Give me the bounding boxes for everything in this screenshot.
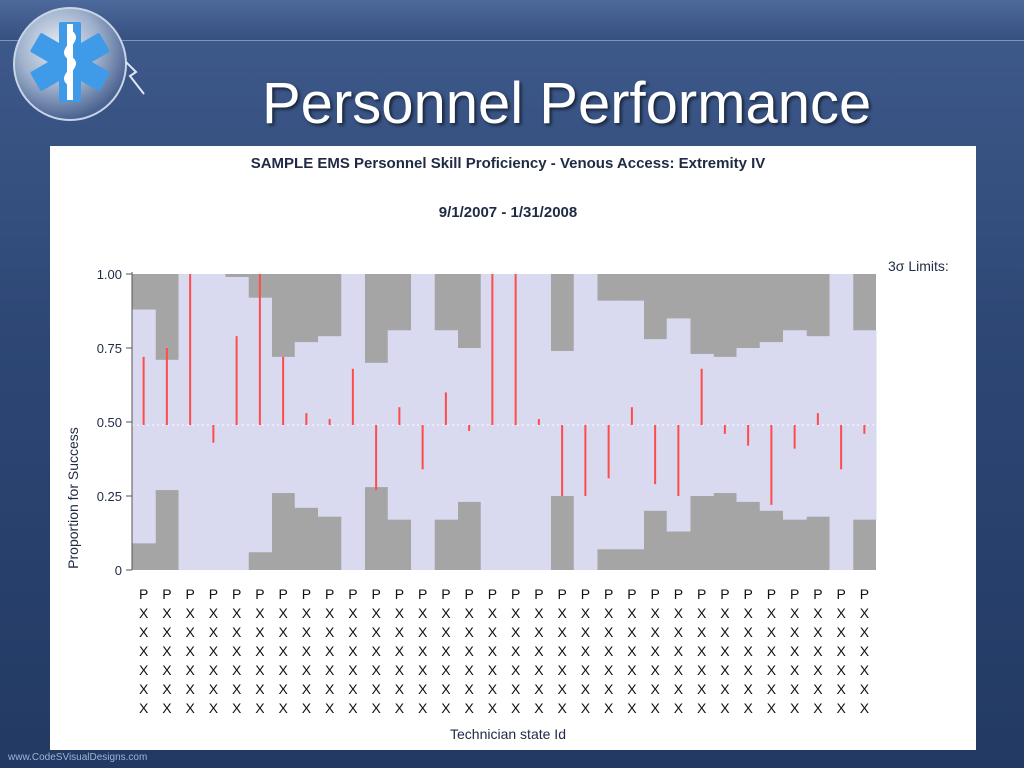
control-limit-band <box>806 336 830 517</box>
y-tick-label: 0 <box>115 563 122 578</box>
control-chart: SAMPLE EMS Personnel Skill Proficiency -… <box>65 155 949 742</box>
control-limit-band <box>411 274 435 570</box>
star-of-life-icon <box>8 2 148 142</box>
chart-panel: SAMPLE EMS Personnel Skill Proficiency -… <box>50 146 976 750</box>
control-limit-band <box>829 274 854 570</box>
y-tick-label: 0.50 <box>97 415 122 430</box>
control-limit-band <box>294 342 319 508</box>
control-limit-band <box>573 274 598 570</box>
chart-title: SAMPLE EMS Personnel Skill Proficiency -… <box>251 155 766 172</box>
y-axis-label: Proportion for Success <box>65 427 81 569</box>
slide-title: Personnel Performance <box>262 71 872 136</box>
plot-area <box>132 274 877 570</box>
y-axis-ticks: 0 0.25 0.50 0.75 1.00 <box>97 267 133 578</box>
y-tick-label: 0.25 <box>97 489 122 504</box>
control-limit-band <box>132 309 156 544</box>
footer-url: www.CodeSVisualDesigns.com <box>8 752 148 763</box>
control-limit-band <box>318 336 342 517</box>
control-limit-band <box>550 350 575 496</box>
x-axis-tick-labels: P X X X X X X P X X X X X X P X X X X X X P X X X X X X P X X X X X X P X X X X… <box>139 586 870 716</box>
header-band <box>0 0 1024 41</box>
chart-subtitle: 9/1/2007 - 1/31/2008 <box>439 204 577 221</box>
legend-title: 3σ Limits: <box>888 258 949 274</box>
control-limit-band <box>201 274 226 570</box>
y-tick-label: 1.00 <box>97 267 122 282</box>
x-axis-label: Technician state Id <box>450 726 566 742</box>
y-tick-label: 0.75 <box>97 341 122 356</box>
